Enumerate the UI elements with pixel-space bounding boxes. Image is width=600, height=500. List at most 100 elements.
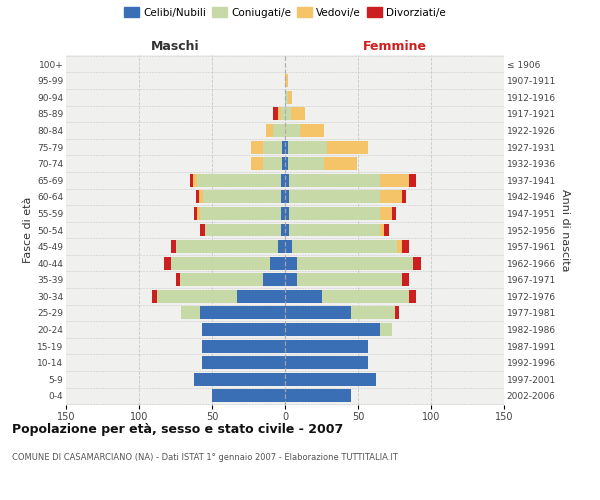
Bar xyxy=(289,174,380,186)
Bar xyxy=(285,140,288,153)
Bar xyxy=(299,124,325,137)
Bar xyxy=(274,124,285,137)
Bar xyxy=(263,140,282,153)
Bar xyxy=(251,157,263,170)
Bar xyxy=(380,224,384,236)
Bar xyxy=(285,306,350,320)
Bar xyxy=(281,108,285,120)
Bar xyxy=(289,190,380,203)
Bar xyxy=(176,274,180,286)
Bar xyxy=(409,290,416,303)
Bar xyxy=(180,274,263,286)
Bar xyxy=(281,190,285,203)
Bar xyxy=(380,207,392,220)
Bar xyxy=(285,190,289,203)
Bar xyxy=(197,207,200,220)
Bar xyxy=(380,190,402,203)
Bar xyxy=(285,174,289,186)
Y-axis label: Anni di nascita: Anni di nascita xyxy=(560,188,570,271)
Bar xyxy=(193,174,197,186)
Bar xyxy=(282,157,285,170)
Bar xyxy=(285,224,289,236)
Bar xyxy=(251,140,263,153)
Bar xyxy=(413,256,421,270)
Bar xyxy=(285,157,288,170)
Bar xyxy=(409,174,416,186)
Bar xyxy=(285,373,376,386)
Bar xyxy=(289,224,380,236)
Bar xyxy=(397,240,402,253)
Bar xyxy=(194,207,197,220)
Bar xyxy=(285,340,368,352)
Bar xyxy=(285,290,322,303)
Bar xyxy=(266,124,274,137)
Bar xyxy=(285,323,380,336)
Bar xyxy=(350,306,395,320)
Text: Maschi: Maschi xyxy=(151,40,200,52)
Bar xyxy=(281,174,285,186)
Bar xyxy=(288,157,325,170)
Bar xyxy=(285,256,296,270)
Bar xyxy=(200,306,285,320)
Bar xyxy=(202,340,285,352)
Bar xyxy=(285,207,289,220)
Bar xyxy=(175,240,278,253)
Bar xyxy=(181,306,200,320)
Bar xyxy=(274,108,278,120)
Bar xyxy=(194,373,285,386)
Bar xyxy=(203,190,281,203)
Bar xyxy=(202,323,285,336)
Bar xyxy=(325,157,356,170)
Bar xyxy=(212,390,285,402)
Bar xyxy=(190,174,193,186)
Bar xyxy=(392,207,396,220)
Bar xyxy=(263,157,282,170)
Bar xyxy=(395,306,399,320)
Bar xyxy=(200,207,281,220)
Bar xyxy=(380,323,392,336)
Text: Popolazione per età, sesso e stato civile - 2007: Popolazione per età, sesso e stato civil… xyxy=(12,422,343,436)
Bar xyxy=(197,174,281,186)
Bar xyxy=(285,124,299,137)
Bar xyxy=(285,356,368,369)
Bar xyxy=(285,390,350,402)
Bar xyxy=(380,174,409,186)
Bar xyxy=(402,240,409,253)
Bar xyxy=(281,207,285,220)
Bar xyxy=(282,140,285,153)
Bar xyxy=(171,240,176,253)
Bar xyxy=(164,256,171,270)
Bar xyxy=(322,290,409,303)
Bar xyxy=(285,274,296,286)
Y-axis label: Fasce di età: Fasce di età xyxy=(23,197,33,263)
Bar xyxy=(205,224,281,236)
Bar xyxy=(271,256,285,270)
Bar xyxy=(402,274,409,286)
Text: Femmine: Femmine xyxy=(362,40,427,52)
Bar xyxy=(289,207,380,220)
Bar xyxy=(292,240,397,253)
Bar xyxy=(285,91,288,104)
Bar xyxy=(281,224,285,236)
Bar xyxy=(152,290,157,303)
Bar xyxy=(200,224,205,236)
Bar xyxy=(157,290,237,303)
Bar xyxy=(288,140,328,153)
Legend: Celibi/Nubili, Coniugati/e, Vedovi/e, Divorziati/e: Celibi/Nubili, Coniugati/e, Vedovi/e, Di… xyxy=(122,5,448,20)
Bar xyxy=(285,240,292,253)
Bar xyxy=(328,140,368,153)
Bar xyxy=(278,108,281,120)
Bar xyxy=(196,190,199,203)
Bar xyxy=(199,190,203,203)
Bar xyxy=(285,74,288,87)
Bar xyxy=(263,274,285,286)
Bar xyxy=(278,240,285,253)
Text: COMUNE DI CASAMARCIANO (NA) - Dati ISTAT 1° gennaio 2007 - Elaborazione TUTTITAL: COMUNE DI CASAMARCIANO (NA) - Dati ISTAT… xyxy=(12,452,398,462)
Bar xyxy=(237,290,285,303)
Bar xyxy=(285,108,291,120)
Bar xyxy=(288,91,292,104)
Bar xyxy=(291,108,305,120)
Bar xyxy=(384,224,389,236)
Bar xyxy=(171,256,271,270)
Bar xyxy=(296,256,413,270)
